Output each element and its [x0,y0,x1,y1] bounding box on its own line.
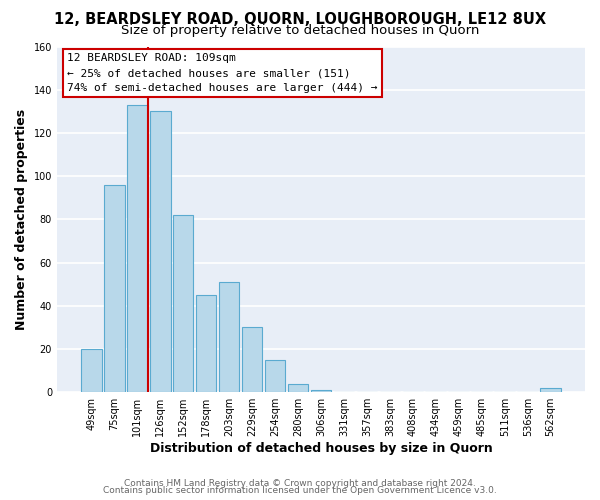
Bar [196,295,217,392]
Text: 12, BEARDSLEY ROAD, QUORN, LOUGHBOROUGH, LE12 8UX: 12, BEARDSLEY ROAD, QUORN, LOUGHBOROUGH,… [54,12,546,28]
Bar [265,360,286,392]
Bar [287,384,308,392]
Text: 12 BEARDSLEY ROAD: 109sqm
← 25% of detached houses are smaller (151)
74% of semi: 12 BEARDSLEY ROAD: 109sqm ← 25% of detac… [67,54,378,93]
Y-axis label: Number of detached properties: Number of detached properties [15,109,28,330]
Bar [219,282,239,392]
Bar [127,105,148,392]
X-axis label: Distribution of detached houses by size in Quorn: Distribution of detached houses by size … [149,442,493,455]
Bar [150,112,170,392]
Bar [104,185,125,392]
Bar [81,349,101,392]
Bar [242,328,262,392]
Text: Contains public sector information licensed under the Open Government Licence v3: Contains public sector information licen… [103,486,497,495]
Text: Contains HM Land Registry data © Crown copyright and database right 2024.: Contains HM Land Registry data © Crown c… [124,478,476,488]
Bar [173,215,193,392]
Bar [311,390,331,392]
Text: Size of property relative to detached houses in Quorn: Size of property relative to detached ho… [121,24,479,37]
Bar [541,388,561,392]
